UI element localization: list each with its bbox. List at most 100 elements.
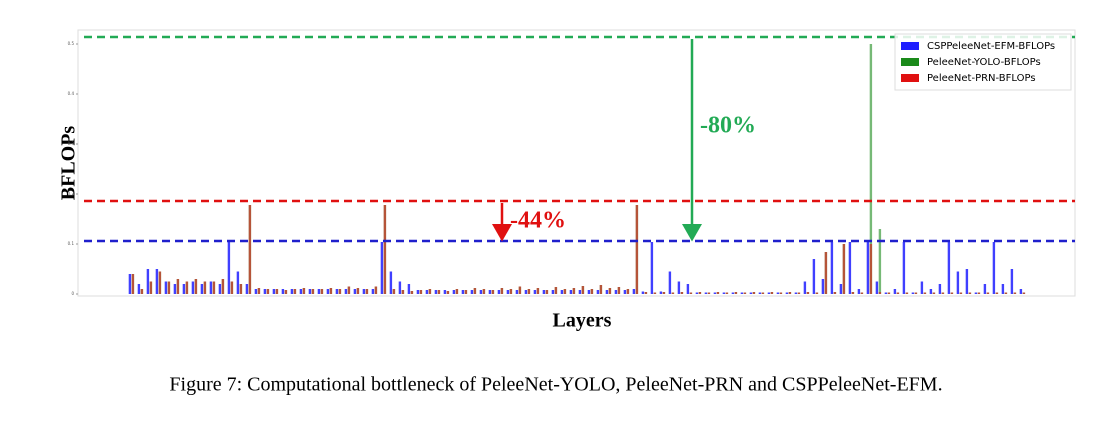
bar — [857, 289, 861, 294]
bar — [968, 292, 972, 294]
bar — [893, 289, 897, 294]
bar — [689, 292, 693, 294]
bar — [758, 292, 762, 294]
bar — [569, 290, 573, 294]
bar — [959, 292, 963, 294]
bar — [974, 292, 978, 294]
bar — [887, 292, 891, 294]
bar — [1013, 292, 1017, 294]
bar — [209, 281, 213, 294]
bar — [1001, 284, 1005, 294]
bar — [320, 289, 324, 294]
bar — [770, 292, 774, 294]
bar — [977, 292, 981, 294]
bar — [671, 292, 675, 294]
bar — [923, 292, 927, 294]
bar — [425, 290, 429, 294]
y-tick-label: 0.3 — [68, 141, 75, 146]
bar — [281, 289, 285, 294]
bar — [878, 229, 882, 294]
bar — [311, 289, 315, 294]
bar — [239, 284, 243, 294]
bar — [500, 288, 504, 294]
bar — [410, 291, 414, 294]
bar — [365, 289, 369, 294]
bar — [608, 288, 612, 294]
bar — [779, 292, 783, 294]
bar — [437, 290, 441, 294]
bar — [905, 292, 909, 294]
bar — [461, 290, 465, 294]
bar — [851, 292, 855, 294]
bar — [596, 290, 600, 294]
bar — [650, 242, 654, 294]
bar — [752, 292, 756, 294]
bar — [317, 289, 321, 294]
bar — [488, 290, 492, 294]
bar — [299, 289, 303, 294]
bar — [527, 289, 531, 294]
bar — [578, 290, 582, 294]
bar — [866, 242, 870, 294]
bar — [380, 242, 384, 294]
bar — [716, 292, 720, 294]
bar — [263, 289, 267, 294]
caption: Figure 7: Computational bottleneck of Pe… — [169, 374, 942, 396]
y-tick-label: 0.2 — [68, 191, 75, 196]
bar — [338, 289, 342, 294]
annotation: -44% — [510, 208, 566, 234]
bar — [455, 289, 459, 294]
bar — [884, 292, 888, 294]
bar — [230, 281, 234, 294]
bar — [407, 284, 411, 294]
bar — [842, 244, 846, 294]
bar — [191, 281, 195, 294]
bar — [515, 290, 519, 294]
bar — [506, 290, 510, 294]
bar — [536, 288, 540, 294]
bar — [734, 292, 738, 294]
bar — [587, 290, 591, 294]
bar — [950, 292, 954, 294]
bar — [248, 205, 252, 294]
bar — [839, 284, 843, 294]
bar — [641, 291, 645, 294]
legend-swatch — [901, 42, 919, 50]
bar — [1010, 269, 1014, 294]
bar — [275, 289, 279, 294]
bar — [443, 290, 447, 294]
bar — [995, 292, 999, 294]
bar — [452, 290, 456, 294]
bar — [662, 292, 666, 294]
y-tick-label: 0 — [71, 291, 74, 296]
bar — [374, 286, 378, 294]
bar — [803, 281, 807, 294]
bar — [869, 244, 873, 294]
bar — [383, 205, 387, 294]
legend-swatch — [901, 74, 919, 82]
bar — [524, 290, 528, 294]
bar — [875, 281, 879, 294]
bar — [599, 285, 603, 294]
bar — [644, 292, 648, 294]
bar — [173, 284, 177, 294]
bar — [902, 242, 906, 294]
bar — [554, 287, 558, 294]
bar — [806, 292, 810, 294]
bar — [212, 281, 216, 294]
bar — [149, 281, 153, 294]
bar — [740, 292, 744, 294]
bar — [920, 281, 924, 294]
bar — [470, 290, 474, 294]
bar — [572, 288, 576, 294]
y-tick-label: 0.5 — [68, 41, 75, 46]
bar — [776, 292, 780, 294]
bar — [590, 289, 594, 294]
bar — [542, 290, 546, 294]
bar — [434, 290, 438, 294]
bar — [137, 284, 141, 294]
bar — [605, 290, 609, 294]
bar — [284, 290, 288, 294]
bar — [221, 279, 225, 294]
bar — [830, 242, 834, 294]
